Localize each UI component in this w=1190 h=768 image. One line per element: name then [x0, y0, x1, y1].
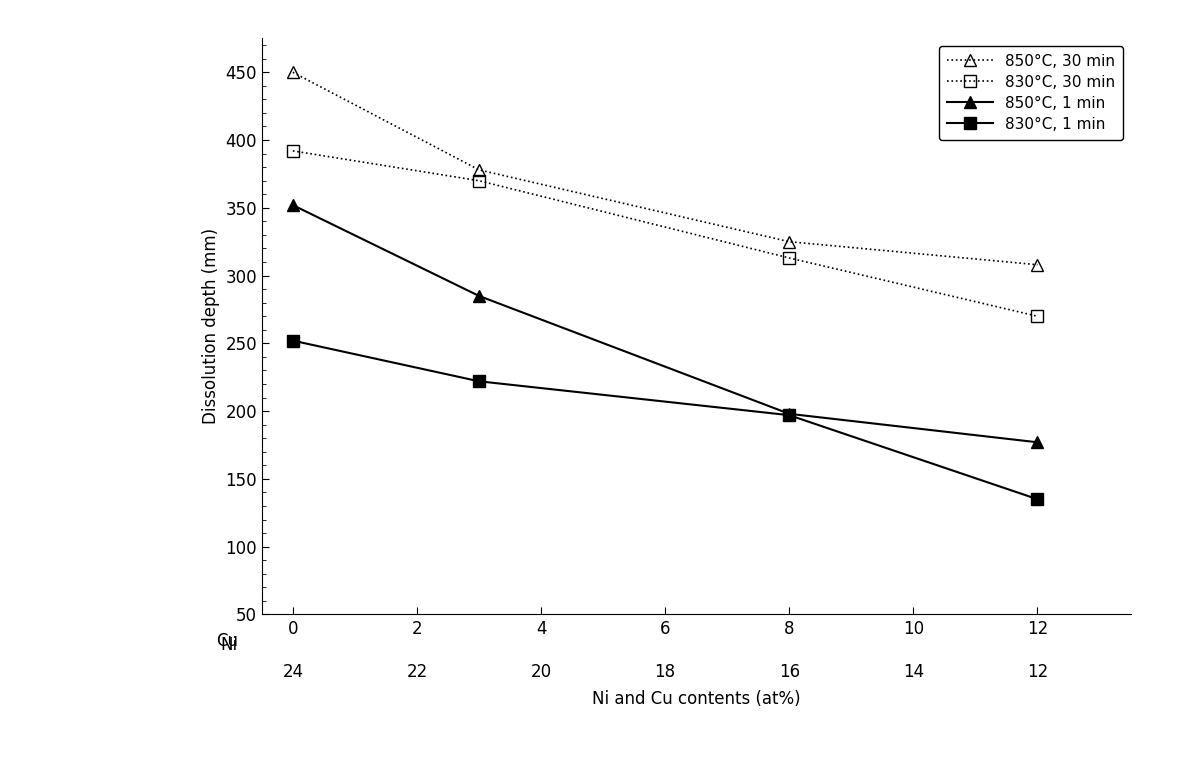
830°C, 30 min: [1031, 312, 1045, 321]
830°C, 1 min: [782, 411, 796, 420]
850°C, 30 min: [471, 165, 486, 174]
830°C, 30 min: [286, 146, 300, 155]
850°C, 1 min: [471, 291, 486, 300]
830°C, 1 min: [471, 376, 486, 386]
830°C, 1 min: [1031, 495, 1045, 504]
850°C, 30 min: [1031, 260, 1045, 270]
850°C, 1 min: [286, 200, 300, 210]
Legend: 850°C, 30 min, 830°C, 30 min, 850°C, 1 min, 830°C, 1 min: 850°C, 30 min, 830°C, 30 min, 850°C, 1 m…: [939, 46, 1123, 140]
850°C, 1 min: [1031, 438, 1045, 447]
Text: Cu: Cu: [217, 632, 238, 650]
Line: 850°C, 30 min: 850°C, 30 min: [287, 67, 1042, 270]
830°C, 30 min: [471, 176, 486, 185]
Text: Ni: Ni: [221, 636, 238, 654]
830°C, 1 min: [286, 336, 300, 346]
Line: 830°C, 1 min: 830°C, 1 min: [287, 335, 1042, 505]
Y-axis label: Dissolution depth (mm): Dissolution depth (mm): [202, 228, 220, 425]
850°C, 1 min: [782, 409, 796, 419]
Line: 830°C, 30 min: 830°C, 30 min: [287, 145, 1042, 322]
850°C, 30 min: [782, 237, 796, 247]
830°C, 30 min: [782, 253, 796, 263]
Text: Ni and Cu contents (at%): Ni and Cu contents (at%): [591, 690, 801, 708]
Line: 850°C, 1 min: 850°C, 1 min: [287, 200, 1042, 448]
850°C, 30 min: [286, 68, 300, 77]
